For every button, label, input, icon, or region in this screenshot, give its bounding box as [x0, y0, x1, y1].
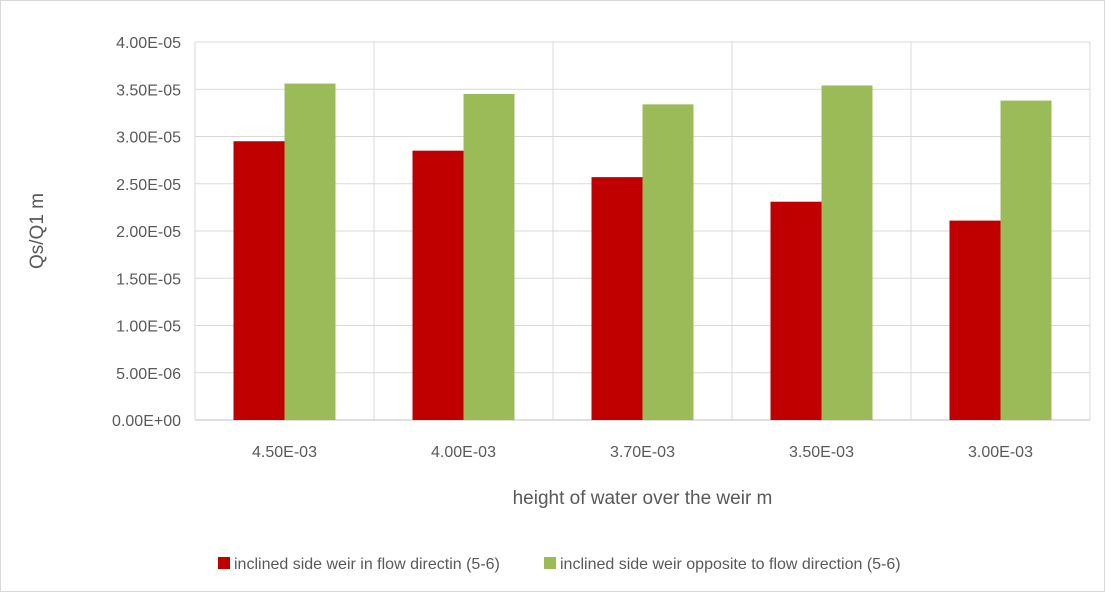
x-axis-title: height of water over the weir m [513, 488, 773, 509]
bar-in-flow [233, 141, 285, 420]
y-tick-label: 3.00E-05 [116, 130, 181, 147]
y-tick-label: 1.50E-05 [116, 271, 181, 288]
bar-opposite-flow [1000, 100, 1052, 420]
bar-in-flow [591, 177, 643, 420]
legend-label: inclined side weir in flow directin (5-6… [234, 556, 500, 573]
legend: inclined side weir in flow directin (5-6… [218, 556, 901, 573]
x-tick-labels: 4.50E-03 4.00E-03 3.70E-03 3.50E-03 3.00E-03 [252, 444, 1033, 461]
legend-swatch [544, 557, 556, 569]
gridlines [194, 41, 1091, 421]
y-tick-label: 2.50E-05 [116, 177, 181, 194]
legend-label: inclined side weir opposite to flow dire… [560, 556, 901, 573]
bar-in-flow [412, 150, 464, 421]
x-tick-label: 4.00E-03 [431, 444, 496, 461]
bar-in-flow [770, 201, 822, 420]
x-tick-label: 4.50E-03 [252, 444, 317, 461]
bar-opposite-flow [821, 85, 873, 420]
y-tick-label: 1.00E-05 [116, 319, 181, 336]
y-tick-label: 2.00E-05 [116, 224, 181, 241]
bar-opposite-flow [463, 93, 515, 420]
bars [233, 83, 1052, 421]
y-tick-label: 3.50E-05 [116, 82, 181, 99]
y-tick-label: 5.00E-06 [116, 366, 181, 383]
bar-in-flow [949, 220, 1001, 420]
bar-opposite-flow [642, 104, 694, 421]
y-tick-label: 0.00E+00 [112, 413, 181, 430]
x-tick-label: 3.50E-03 [789, 444, 854, 461]
bar-opposite-flow [284, 83, 336, 420]
x-tick-label: 3.00E-03 [968, 444, 1033, 461]
x-tick-label: 3.70E-03 [610, 444, 675, 461]
y-axis-title: Qs/Q1 m [27, 193, 48, 269]
legend-swatch [218, 557, 230, 569]
y-tick-label: 4.00E-05 [116, 35, 181, 52]
y-tick-labels: 0.00E+00 5.00E-06 1.00E-05 1.50E-05 2.00E-05… [112, 35, 181, 430]
